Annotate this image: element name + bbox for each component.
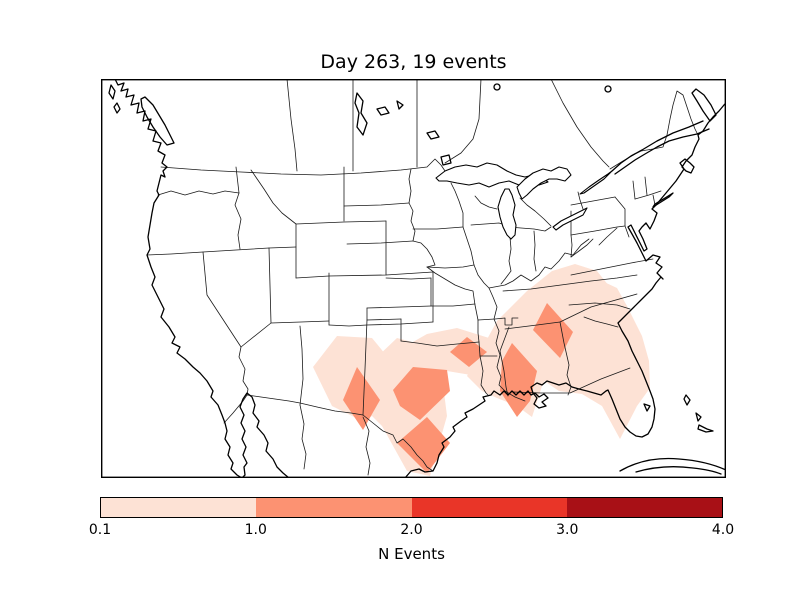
map-canvas — [101, 79, 726, 478]
colorbar-segment-2 — [256, 498, 412, 517]
contour-region — [393, 367, 450, 420]
colorbar-tick: 3.0 — [556, 522, 579, 538]
contour-region — [397, 417, 450, 473]
colorbar-tick: 2.0 — [400, 522, 423, 538]
state-borders — [146, 79, 699, 476]
colorbar-tick: 0.1 — [88, 522, 112, 538]
colorbar-segment-1 — [101, 498, 257, 517]
contour-region — [537, 281, 650, 439]
colorbar-segment-3 — [411, 498, 567, 517]
axes-frame — [101, 79, 726, 478]
colorbar-tick: 4.0 — [711, 522, 735, 538]
colorbar-ticks: 0.1 1.0 2.0 3.0 4.0 — [89, 522, 734, 540]
contour-fill-level2 — [343, 303, 573, 473]
colorbar — [100, 497, 723, 518]
coastlines — [108, 79, 726, 478]
plot-title: Day 263, 19 events — [320, 51, 507, 73]
colorbar-label: N Events — [378, 545, 445, 563]
map-axes — [101, 79, 726, 478]
colorbar-segment-4 — [566, 498, 722, 517]
contour-region — [343, 367, 380, 430]
contour-region — [500, 343, 537, 417]
contour-region — [533, 303, 573, 358]
contour-region — [450, 337, 487, 367]
contour-fill-level1 — [313, 264, 650, 476]
colorbar-tick: 1.0 — [244, 522, 267, 538]
